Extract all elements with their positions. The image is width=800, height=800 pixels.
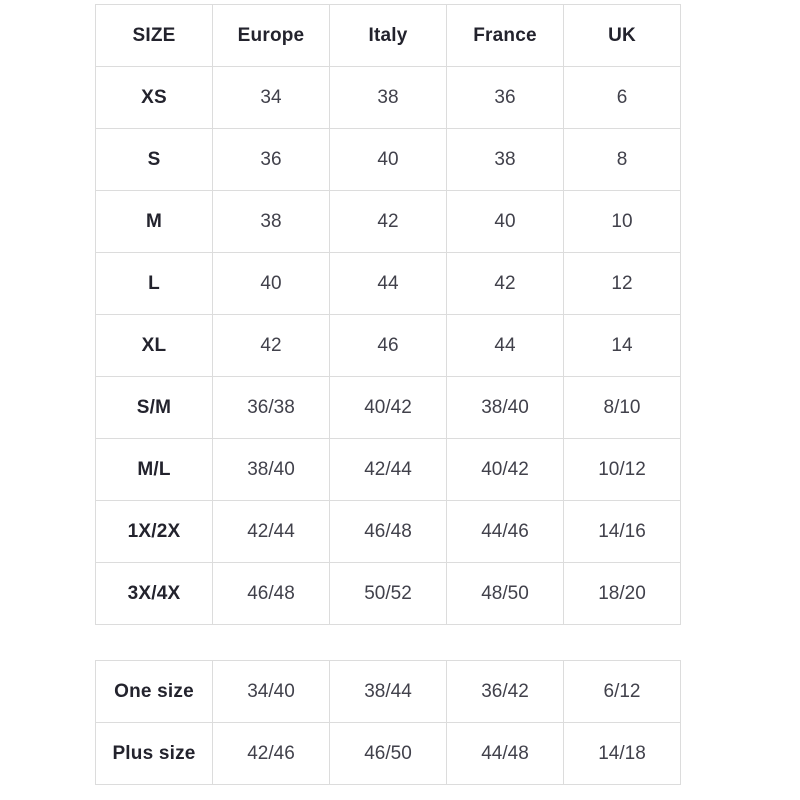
size-value-europe: 42 (212, 314, 330, 377)
size-value-uk: 6 (563, 66, 681, 129)
row-label: S/M (95, 376, 213, 439)
size-value-italy: 40 (329, 128, 447, 191)
size-table-header: SIZE Europe Italy France UK (95, 4, 681, 67)
column-header-size: SIZE (95, 4, 213, 67)
column-header-france: France (446, 4, 564, 67)
size-value-uk: 14/18 (563, 722, 681, 785)
size-value-uk: 12 (563, 252, 681, 315)
column-header-uk: UK (563, 4, 681, 67)
size-value-europe: 38 (212, 190, 330, 253)
column-header-europe: Europe (212, 4, 330, 67)
row-label: One size (95, 660, 213, 723)
size-value-europe: 40 (212, 252, 330, 315)
table-row-one-size: One size 34/40 38/44 36/42 6/12 (95, 660, 681, 723)
size-value-france: 38 (446, 128, 564, 191)
size-value-france: 44/46 (446, 500, 564, 563)
special-sizes-body: One size 34/40 38/44 36/42 6/12 Plus siz… (95, 660, 681, 785)
size-value-italy: 38 (329, 66, 447, 129)
table-row-xs: XS 34 38 36 6 (95, 66, 681, 129)
size-value-france: 40 (446, 190, 564, 253)
table-row-plus-size: Plus size 42/46 46/50 44/48 14/18 (95, 722, 681, 785)
size-value-italy: 46/50 (329, 722, 447, 785)
size-value-uk: 10/12 (563, 438, 681, 501)
row-label: S (95, 128, 213, 191)
size-value-italy: 46 (329, 314, 447, 377)
size-value-uk: 14 (563, 314, 681, 377)
size-value-europe: 36 (212, 128, 330, 191)
size-value-italy: 46/48 (329, 500, 447, 563)
row-label: M/L (95, 438, 213, 501)
size-value-europe: 42/44 (212, 500, 330, 563)
table-row-s: S 36 40 38 8 (95, 128, 681, 191)
table-row-m-l: M/L 38/40 42/44 40/42 10/12 (95, 438, 681, 501)
size-value-france: 44 (446, 314, 564, 377)
row-label: M (95, 190, 213, 253)
header-row: SIZE Europe Italy France UK (95, 4, 681, 67)
size-value-europe: 34 (212, 66, 330, 129)
table-row-3x-4x: 3X/4X 46/48 50/52 48/50 18/20 (95, 562, 681, 625)
size-value-france: 44/48 (446, 722, 564, 785)
size-value-uk: 8/10 (563, 376, 681, 439)
size-value-italy: 44 (329, 252, 447, 315)
size-value-uk: 14/16 (563, 500, 681, 563)
column-header-italy: Italy (329, 4, 447, 67)
size-value-europe: 36/38 (212, 376, 330, 439)
size-value-italy: 42 (329, 190, 447, 253)
table-row-s-m: S/M 36/38 40/42 38/40 8/10 (95, 376, 681, 439)
size-value-uk: 18/20 (563, 562, 681, 625)
row-label: Plus size (95, 722, 213, 785)
size-value-france: 36 (446, 66, 564, 129)
table-row-m: M 38 42 40 10 (95, 190, 681, 253)
size-value-uk: 8 (563, 128, 681, 191)
row-label: XL (95, 314, 213, 377)
size-table-body: XS 34 38 36 6 S 36 40 38 8 M 38 42 (95, 66, 681, 625)
row-label: L (95, 252, 213, 315)
size-value-europe: 38/40 (212, 438, 330, 501)
size-value-europe: 42/46 (212, 722, 330, 785)
size-value-france: 36/42 (446, 660, 564, 723)
row-label: 3X/4X (95, 562, 213, 625)
size-value-italy: 50/52 (329, 562, 447, 625)
size-chart-container: SIZE Europe Italy France UK XS 34 38 36 … (95, 4, 681, 785)
size-value-europe: 46/48 (212, 562, 330, 625)
size-value-france: 42 (446, 252, 564, 315)
row-label: XS (95, 66, 213, 129)
size-value-italy: 42/44 (329, 438, 447, 501)
size-value-uk: 6/12 (563, 660, 681, 723)
table-row-1x-2x: 1X/2X 42/44 46/48 44/46 14/16 (95, 500, 681, 563)
size-value-france: 38/40 (446, 376, 564, 439)
size-value-france: 48/50 (446, 562, 564, 625)
table-row-l: L 40 44 42 12 (95, 252, 681, 315)
size-value-europe: 34/40 (212, 660, 330, 723)
special-sizes-table: One size 34/40 38/44 36/42 6/12 Plus siz… (95, 660, 681, 785)
size-value-italy: 38/44 (329, 660, 447, 723)
table-row-xl: XL 42 46 44 14 (95, 314, 681, 377)
size-value-france: 40/42 (446, 438, 564, 501)
size-value-italy: 40/42 (329, 376, 447, 439)
row-label: 1X/2X (95, 500, 213, 563)
size-value-uk: 10 (563, 190, 681, 253)
size-conversion-table: SIZE Europe Italy France UK XS 34 38 36 … (95, 4, 681, 625)
